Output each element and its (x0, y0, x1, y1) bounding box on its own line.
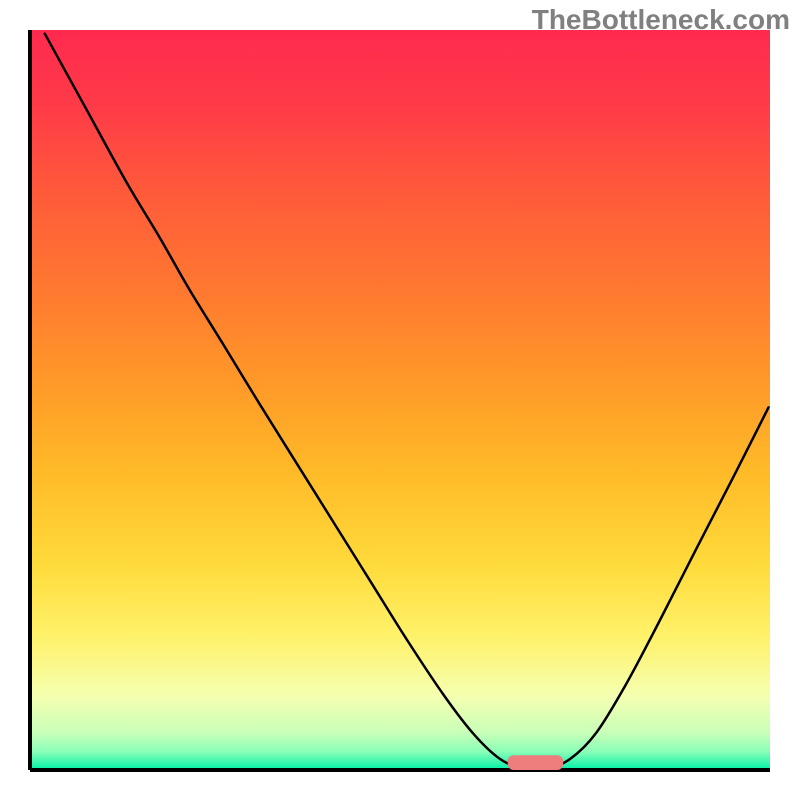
bottleneck-chart (0, 0, 800, 800)
plot-background (30, 30, 770, 770)
optimum-marker (508, 755, 564, 770)
watermark-text: TheBottleneck.com (532, 4, 790, 36)
chart-container: TheBottleneck.com (0, 0, 800, 800)
